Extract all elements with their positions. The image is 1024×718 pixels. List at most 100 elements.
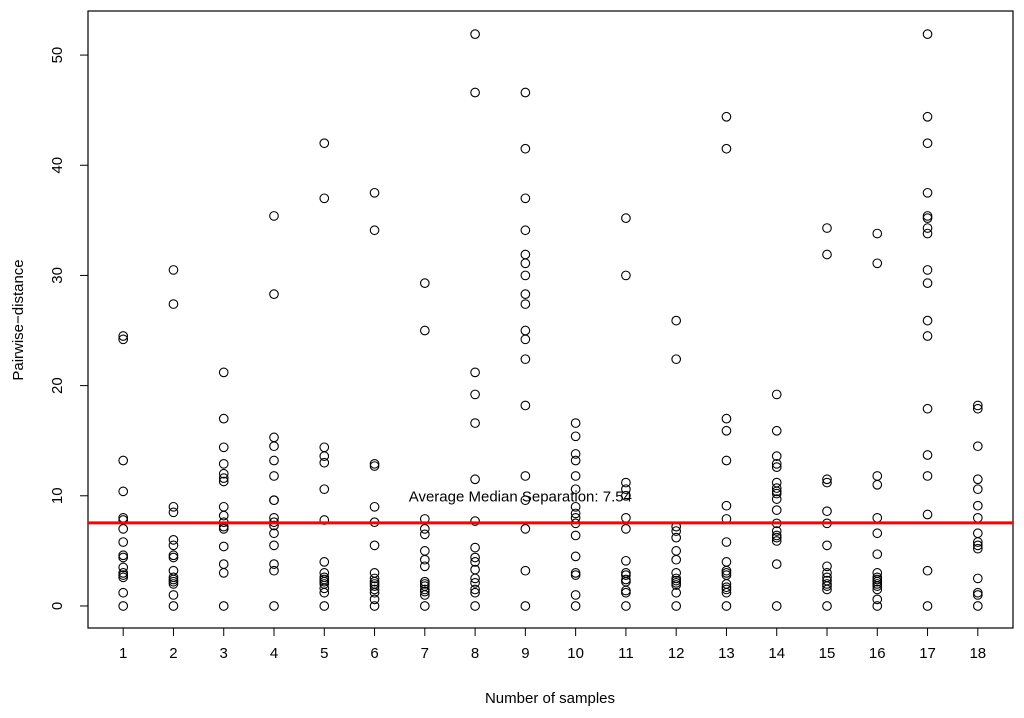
data-point: [671, 315, 682, 326]
data-point: [470, 87, 480, 98]
data-point: [118, 562, 129, 573]
y-axis: 0 10 20 30 40 50: [49, 47, 88, 610]
data-point: [671, 554, 682, 565]
data-point: [621, 490, 631, 501]
data-point: [218, 413, 229, 424]
data-point: [822, 477, 832, 488]
data-point: [118, 587, 129, 598]
data-point: [671, 601, 682, 611]
data-point: [369, 458, 380, 469]
data-point: [872, 594, 883, 605]
data-point: [419, 529, 430, 540]
data-point: [419, 561, 430, 572]
data-point: [922, 265, 933, 275]
data-point: [922, 565, 933, 576]
data-point: [218, 501, 229, 512]
x-tick-label: 9: [521, 645, 529, 662]
data-point: [520, 270, 531, 281]
data-point: [218, 541, 229, 552]
data-point: [822, 568, 832, 578]
data-point: [319, 557, 330, 567]
x-tick-label: 13: [718, 645, 735, 662]
data-point: [520, 523, 531, 534]
data-point: [369, 573, 380, 584]
data-point: [922, 111, 933, 122]
data-point: [570, 508, 581, 519]
data-point: [972, 587, 983, 598]
data-point: [621, 585, 631, 596]
data-point: [771, 483, 782, 493]
data-point: [822, 249, 832, 260]
data-point: [621, 601, 631, 611]
x-tick-label: 14: [768, 645, 785, 662]
data-point: [872, 528, 883, 539]
data-point: [721, 587, 732, 598]
data-point: [269, 441, 279, 452]
data-point: [369, 461, 380, 471]
data-point: [218, 559, 229, 569]
x-tick-label: 15: [819, 645, 836, 662]
data-point: [520, 354, 531, 365]
data-point: [218, 476, 229, 487]
data-point: [369, 594, 380, 605]
data-point: [922, 471, 933, 481]
data-point: [470, 474, 480, 485]
data-point: [118, 537, 129, 547]
data-point: [520, 325, 531, 336]
data-point: [621, 555, 631, 566]
data-point: [369, 581, 380, 591]
data-point: [118, 455, 129, 466]
y-tick-label: 20: [49, 377, 66, 394]
data-point: [520, 565, 531, 576]
data-point: [872, 581, 883, 591]
data-point: [319, 587, 330, 598]
data-point: [621, 587, 631, 598]
data-point: [721, 584, 732, 595]
data-point: [721, 143, 732, 154]
data-point: [771, 532, 782, 543]
data-point: [972, 543, 983, 554]
data-point: [520, 495, 531, 506]
data-point: [771, 526, 782, 536]
data-point: [470, 29, 480, 39]
data-point: [922, 315, 933, 326]
plot-frame: [87, 10, 1014, 629]
data-point: [570, 455, 581, 466]
data-point: [470, 601, 480, 611]
data-point: [872, 471, 883, 481]
data-point: [671, 546, 682, 556]
data-point: [520, 601, 531, 611]
data-point: [621, 213, 631, 223]
data-point: [621, 576, 631, 587]
data-point: [872, 258, 883, 269]
data-point: [269, 211, 279, 221]
data-point: [922, 450, 933, 460]
data-point: [972, 484, 983, 495]
data-point: [771, 425, 782, 436]
data-point: [872, 584, 883, 595]
data-point: [520, 289, 531, 300]
data-point: [419, 523, 430, 534]
data-point: [319, 484, 330, 495]
data-point: [419, 546, 430, 556]
data-point: [168, 601, 179, 611]
data-point: [168, 550, 179, 561]
data-point: [269, 471, 279, 481]
data-point: [621, 512, 631, 523]
x-tick-label: 2: [169, 645, 177, 662]
data-point: [721, 568, 732, 578]
data-point: [922, 211, 933, 221]
data-point: [168, 590, 179, 600]
x-tick-label: 11: [618, 645, 634, 662]
x-tick-label: 5: [320, 645, 328, 662]
y-tick-label: 10: [49, 487, 66, 504]
data-point: [369, 587, 380, 598]
data-point: [771, 462, 782, 472]
data-point: [520, 258, 531, 269]
data-point: [118, 331, 129, 341]
data-point: [721, 537, 732, 547]
data-point: [570, 568, 581, 578]
data-point: [520, 193, 531, 204]
data-point: [168, 299, 179, 309]
